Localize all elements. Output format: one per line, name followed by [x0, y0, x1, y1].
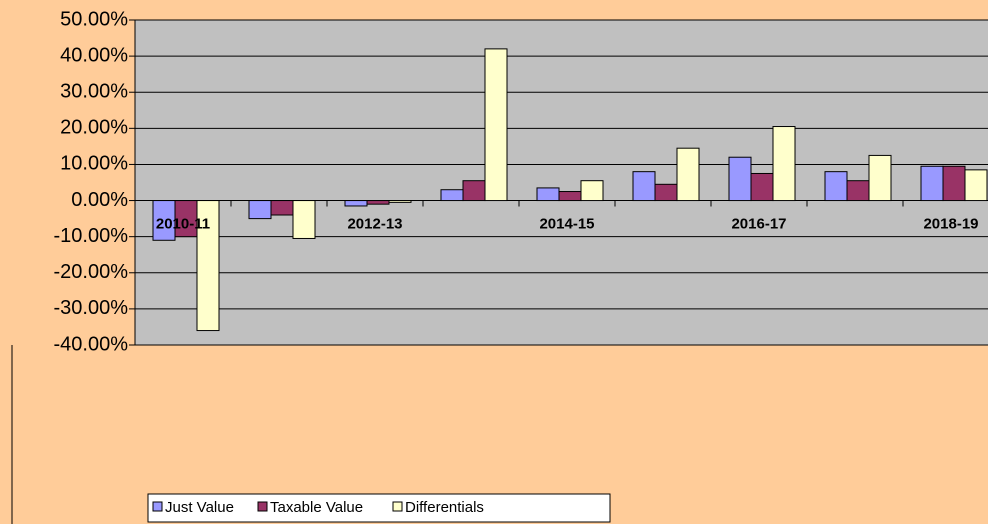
- bar: [462, 180, 486, 202]
- bar: [728, 156, 752, 202]
- bar: [846, 180, 870, 202]
- bar: [248, 200, 272, 220]
- y-tick-label: -40.00%: [54, 333, 129, 355]
- bar: [388, 200, 412, 203]
- bar: [440, 189, 464, 202]
- legend-swatch: [257, 501, 268, 512]
- legend-swatch: [152, 501, 163, 512]
- bar: [920, 165, 944, 202]
- y-tick-label: 50.00%: [60, 8, 128, 30]
- bar: [750, 172, 774, 202]
- bar: [964, 169, 988, 202]
- bar: [484, 48, 508, 202]
- legend-items: Just Value Taxable Value Differentials: [152, 499, 484, 516]
- legend-label: Just Value: [165, 499, 234, 516]
- legend-label: Taxable Value: [270, 499, 363, 516]
- bar: [292, 200, 316, 239]
- y-tick-label: 0.00%: [71, 189, 128, 211]
- x-tick-label: 2012-13: [347, 216, 402, 233]
- bar: [942, 165, 966, 202]
- y-tick-label: -30.00%: [54, 297, 129, 319]
- bar: [344, 200, 368, 207]
- bar: [366, 200, 390, 205]
- bar: [772, 126, 796, 202]
- bar: [536, 187, 560, 202]
- bar: [558, 191, 582, 202]
- bar: [676, 147, 700, 202]
- legend: [147, 493, 611, 523]
- bar: [654, 183, 678, 202]
- y-tick-label: -20.00%: [54, 261, 129, 283]
- labels: -40.00% -30.00% -20.00% -10.00% 0.00% 10.00% 2…: [54, 8, 979, 355]
- x-tick-label: 2014-15: [539, 216, 594, 233]
- y-tick-label: 40.00%: [60, 44, 128, 66]
- bar: [824, 171, 848, 202]
- y-tick-label: 30.00%: [60, 81, 128, 103]
- x-tick-label: 2018-19: [923, 216, 978, 233]
- bar: [580, 180, 604, 202]
- legend-label: Differentials: [405, 499, 484, 516]
- x-tick-label: 2016-17: [731, 216, 786, 233]
- bar: [196, 200, 220, 332]
- bar: [270, 200, 294, 216]
- y-tick-label: 20.00%: [60, 117, 128, 139]
- bars: [152, 48, 988, 332]
- bar: [868, 154, 892, 202]
- y-tick-label: -10.00%: [54, 225, 129, 247]
- legend-swatch: [392, 501, 403, 512]
- y-tick-label: 10.00%: [60, 153, 128, 175]
- x-tick-label: 2010-11: [156, 216, 210, 233]
- bar: [632, 171, 656, 202]
